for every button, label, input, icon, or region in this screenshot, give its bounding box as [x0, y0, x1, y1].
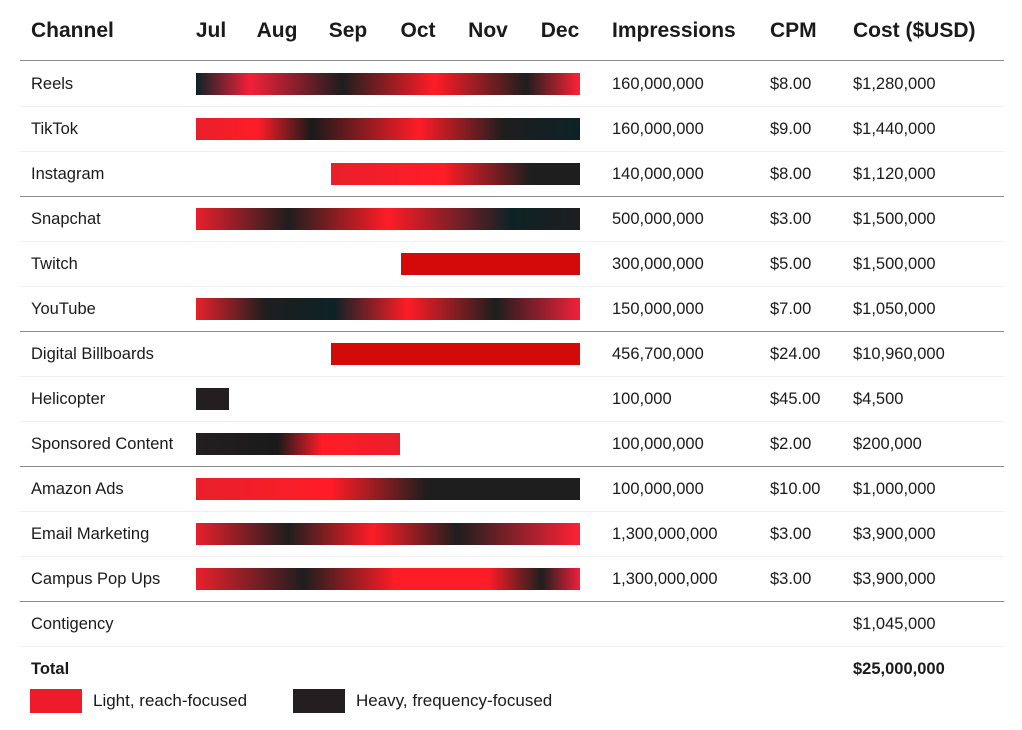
row-twitch-cpm: $5.00 — [770, 254, 812, 273]
row-digital-billboards-cost: $10,960,000 — [853, 344, 945, 363]
row-email-marketing-channel: Email Marketing — [31, 524, 150, 543]
row-digital-billboards-cpm: $24.00 — [770, 344, 821, 363]
row-digital-billboards-channel: Digital Billboards — [31, 344, 154, 363]
row-campus-pop-ups-channel: Campus Pop Ups — [31, 569, 161, 588]
header-month-jul: Jul — [195, 19, 227, 42]
row-instagram-cost: $1,120,000 — [853, 164, 936, 183]
row-snapchat-impressions: 500,000,000 — [612, 209, 704, 228]
header-month-oct: Oct — [400, 19, 436, 42]
row-contigency-channel: Contigency — [31, 614, 114, 633]
row-sponsored-content-cpm: $2.00 — [770, 434, 812, 453]
row-divider — [20, 646, 1004, 647]
row-campus-pop-ups-impressions: 1,300,000,000 — [612, 569, 718, 588]
row-snapchat-flight-bar — [196, 207, 580, 230]
row-youtube-impressions: 150,000,000 — [612, 299, 704, 318]
row-reels-cost: $1,280,000 — [853, 74, 936, 93]
row-helicopter-cost: $4,500 — [853, 389, 904, 408]
row-total-channel: Total — [31, 659, 70, 678]
row-helicopter-impressions: 100,000 — [612, 389, 672, 408]
row-sponsored-content-cost: $200,000 — [853, 434, 922, 453]
row-campus-pop-ups-cost: $3,900,000 — [853, 569, 936, 588]
row-youtube-cost: $1,050,000 — [853, 299, 936, 318]
row-tiktok-channel: TikTok — [31, 119, 79, 138]
legend-label-heavy-frequency-focused: Heavy, frequency-focused — [356, 691, 553, 710]
row-divider — [20, 151, 1004, 152]
row-youtube-flight-bar — [196, 297, 580, 320]
header-month-nov: Nov — [468, 19, 508, 42]
row-sponsored-content-channel: Sponsored Content — [31, 434, 174, 453]
row-instagram-flight-bar — [331, 162, 580, 185]
row-tiktok-impressions: 160,000,000 — [612, 119, 704, 138]
row-reels-impressions: 160,000,000 — [612, 74, 704, 93]
row-divider — [20, 421, 1004, 422]
row-amazon-ads-cost: $1,000,000 — [853, 479, 936, 498]
group-divider — [20, 331, 1004, 332]
row-twitch-flight-bar — [401, 252, 580, 275]
row-email-marketing-cost: $3,900,000 — [853, 524, 936, 543]
row-instagram-impressions: 140,000,000 — [612, 164, 704, 183]
row-twitch-cost: $1,500,000 — [853, 254, 936, 273]
row-divider — [20, 376, 1004, 377]
header-impressions: Impressions — [612, 19, 736, 42]
row-digital-billboards-impressions: 456,700,000 — [612, 344, 704, 363]
row-reels-cpm: $8.00 — [770, 74, 812, 93]
row-divider — [20, 286, 1004, 287]
header-cpm: CPM — [770, 19, 817, 42]
header-cost: Cost ($USD) — [853, 19, 976, 42]
row-amazon-ads-flight-bar — [196, 477, 580, 500]
row-campus-pop-ups-cpm: $3.00 — [770, 569, 812, 588]
row-youtube-channel: YouTube — [31, 299, 96, 318]
group-divider — [20, 466, 1004, 467]
row-campus-pop-ups-flight-bar — [196, 567, 580, 590]
row-contigency-cost: $1,045,000 — [853, 614, 936, 633]
row-sponsored-content-flight-bar — [196, 432, 400, 455]
legend-swatch-heavy-frequency-focused — [293, 689, 345, 713]
legend-label-light-reach-focused: Light, reach-focused — [93, 691, 248, 710]
row-snapchat-cost: $1,500,000 — [853, 209, 936, 228]
row-instagram-channel: Instagram — [31, 164, 105, 183]
row-amazon-ads-cpm: $10.00 — [770, 479, 821, 498]
row-email-marketing-impressions: 1,300,000,000 — [612, 524, 718, 543]
row-sponsored-content-impressions: 100,000,000 — [612, 434, 704, 453]
row-divider — [20, 106, 1004, 107]
row-divider — [20, 556, 1004, 557]
row-twitch-impressions: 300,000,000 — [612, 254, 704, 273]
row-twitch-channel: Twitch — [31, 254, 78, 273]
header-month-aug: Aug — [256, 19, 298, 42]
row-reels-channel: Reels — [31, 74, 74, 93]
group-divider — [20, 601, 1004, 602]
header-rule — [20, 60, 1004, 61]
row-digital-billboards-flight-bar — [331, 342, 580, 365]
header-month-dec: Dec — [540, 19, 580, 42]
legend-swatch-light-reach-focused — [30, 689, 82, 713]
row-divider — [20, 241, 1004, 242]
row-snapchat-cpm: $3.00 — [770, 209, 812, 228]
row-helicopter-cpm: $45.00 — [770, 389, 821, 408]
row-youtube-cpm: $7.00 — [770, 299, 812, 318]
header-month-sep: Sep — [328, 19, 368, 42]
row-instagram-cpm: $8.00 — [770, 164, 812, 183]
row-tiktok-flight-bar — [196, 117, 580, 140]
row-email-marketing-cpm: $3.00 — [770, 524, 812, 543]
row-reels-flight-bar — [196, 72, 580, 95]
row-amazon-ads-impressions: 100,000,000 — [612, 479, 704, 498]
row-divider — [20, 511, 1004, 512]
group-divider — [20, 196, 1004, 197]
header-channel: Channel — [31, 19, 114, 42]
row-helicopter-channel: Helicopter — [31, 389, 106, 408]
row-email-marketing-flight-bar — [196, 522, 580, 545]
row-amazon-ads-channel: Amazon Ads — [31, 479, 124, 498]
row-helicopter-flight-bar — [196, 387, 229, 410]
row-tiktok-cpm: $9.00 — [770, 119, 812, 138]
row-total-cost: $25,000,000 — [853, 659, 945, 678]
row-tiktok-cost: $1,440,000 — [853, 119, 936, 138]
row-snapchat-channel: Snapchat — [31, 209, 101, 228]
